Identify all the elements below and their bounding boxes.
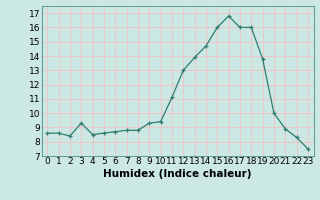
- X-axis label: Humidex (Indice chaleur): Humidex (Indice chaleur): [103, 169, 252, 179]
